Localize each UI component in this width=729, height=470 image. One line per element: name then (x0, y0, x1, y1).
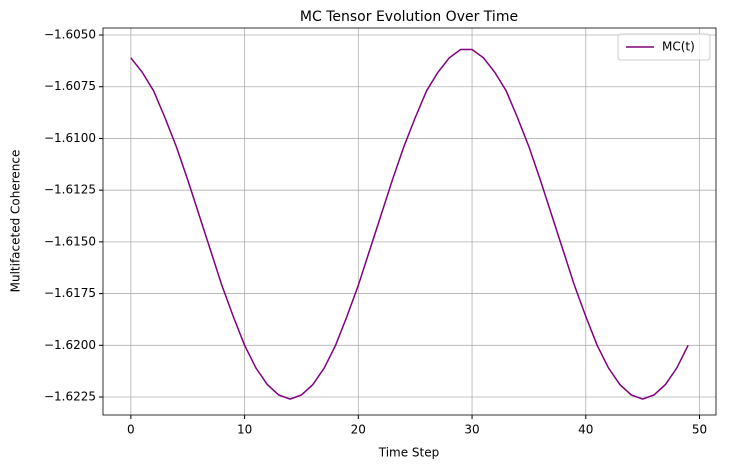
legend-box (617, 33, 711, 61)
y-tick-label: −1.6050 (44, 28, 96, 42)
x-tick-label: 40 (578, 423, 593, 437)
y-tick-label: −1.6100 (44, 131, 96, 145)
x-tick-label: 50 (692, 423, 707, 437)
chart-title: MC Tensor Evolution Over Time (300, 9, 518, 25)
y-tick-label: −1.6200 (44, 338, 96, 352)
legend-label: MC(t) (662, 40, 695, 54)
y-tick-label: −1.6225 (44, 390, 96, 404)
y-tick-label: −1.6075 (44, 79, 96, 93)
y-tick-label: −1.6125 (44, 183, 96, 197)
y-tick-label: −1.6175 (44, 286, 96, 300)
x-tick-label: 0 (127, 423, 135, 437)
y-axis-label: Multifaceted Coherence (9, 150, 23, 293)
series-line (130, 48, 689, 400)
x-tick-label: 10 (237, 423, 252, 437)
x-tick-label: 20 (351, 423, 366, 437)
x-tick-label: 30 (464, 423, 479, 437)
plot-frame (102, 27, 717, 416)
x-axis-label: Time Step (378, 446, 440, 460)
y-tick-label: −1.6150 (44, 234, 96, 248)
